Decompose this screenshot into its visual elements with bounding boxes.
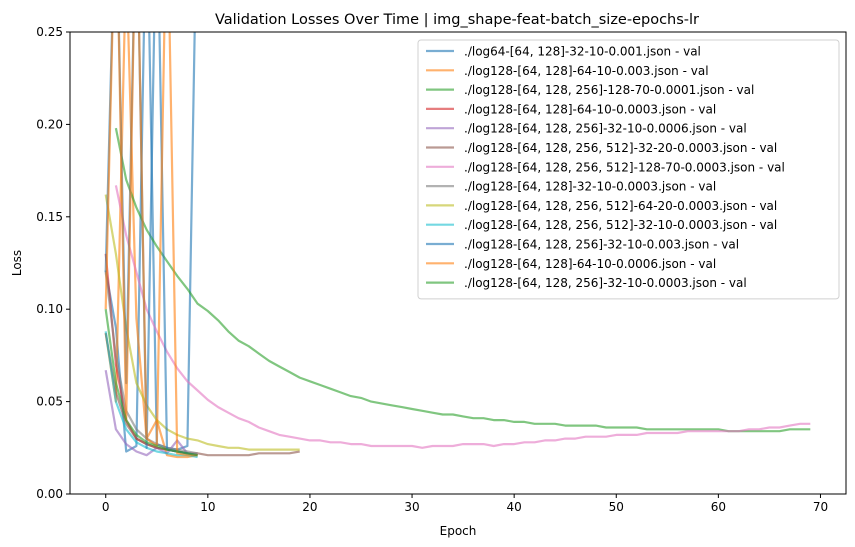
y-tick-label: 0.15 xyxy=(36,210,63,224)
plot-area-frame xyxy=(69,31,847,495)
y-tick-label: 0.00 xyxy=(36,487,63,501)
series-line-9 xyxy=(104,194,300,451)
y-tick-label: 0.20 xyxy=(36,117,63,131)
series-line-13 xyxy=(104,309,198,457)
legend-label: ./log128-[64, 128, 256, 512]-32-20-0.000… xyxy=(464,141,777,155)
legend-label: ./log128-[64, 128, 256]-128-70-0.0001.js… xyxy=(464,83,754,97)
legend-label: ./log128-[64, 128, 256, 512]-64-20-0.000… xyxy=(464,199,777,213)
y-axis: 0.00 0.05 0.10 0.15 0.20 0.25 xyxy=(36,25,70,501)
legend-label: ./log128-[64, 128]-64-10-0.0003.json - v… xyxy=(464,102,716,116)
legend-label: ./log128-[64, 128, 256]-32-10-0.003.json… xyxy=(464,238,739,252)
legend-box xyxy=(417,39,840,300)
x-tick-label: 60 xyxy=(711,500,726,514)
chart-title: Validation Losses Over Time | img_shape-… xyxy=(215,12,699,28)
series-layer xyxy=(104,32,811,459)
legend-label: ./log128-[64, 128]-64-10-0.003.json - va… xyxy=(464,64,709,78)
legend-label: ./log128-[64, 128, 256, 512]-128-70-0.00… xyxy=(464,160,785,174)
x-tick-label: 10 xyxy=(200,500,215,514)
x-tick-label: 40 xyxy=(507,500,522,514)
legend-label: ./log128-[64, 128]-64-10-0.0006.json - v… xyxy=(464,257,716,271)
x-tick-label: 70 xyxy=(813,500,828,514)
x-axis-label: Epoch xyxy=(440,524,477,538)
legend-label: ./log64-[64, 128]-32-10-0.001.json - val xyxy=(464,45,701,59)
legend: ./log64-[64, 128]-32-10-0.001.json - val… xyxy=(417,39,840,300)
legend-label: ./log128-[64, 128, 256]-32-10-0.0003.jso… xyxy=(464,276,747,290)
legend-label: ./log128-[64, 128, 256]-32-10-0.0006.jso… xyxy=(464,122,747,136)
x-tick-label: 0 xyxy=(102,500,110,514)
series-line-7 xyxy=(114,185,811,449)
series-line-12 xyxy=(104,32,198,457)
series-line-5 xyxy=(104,370,198,457)
series-line-6 xyxy=(104,333,300,457)
series-line-3 xyxy=(114,127,811,433)
x-tick-label: 20 xyxy=(302,500,317,514)
y-tick-label: 0.10 xyxy=(36,302,63,316)
y-tick-label: 0.25 xyxy=(36,25,63,39)
y-tick-label: 0.05 xyxy=(36,395,63,409)
x-tick-label: 30 xyxy=(404,500,419,514)
legend-label: ./log128-[64, 128]-32-10-0.0003.json - v… xyxy=(464,180,716,194)
legend-label: ./log128-[64, 128, 256, 512]-32-10-0.000… xyxy=(464,218,777,232)
x-tick-label: 50 xyxy=(609,500,624,514)
y-axis-label: Loss xyxy=(10,250,24,276)
x-axis: 0 10 20 30 40 50 60 70 xyxy=(102,494,828,514)
